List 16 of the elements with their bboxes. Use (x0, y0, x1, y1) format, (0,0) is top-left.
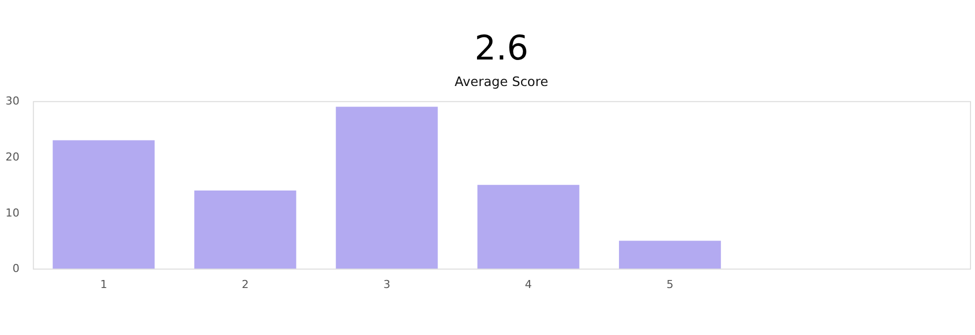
x-tick-label: 5 (666, 278, 674, 292)
x-tick-label: 3 (383, 278, 390, 292)
bar (336, 106, 438, 269)
x-tick-label: 4 (524, 278, 532, 292)
bar (477, 184, 580, 269)
y-tick-label: 0 (12, 262, 20, 276)
y-tick-label: 30 (6, 94, 20, 108)
y-tick-label: 10 (6, 206, 20, 220)
chart-subtitle: Average Score (454, 75, 548, 90)
chart-title: 2.6 (474, 28, 528, 68)
x-tick-label: 1 (100, 278, 108, 292)
bar (618, 240, 721, 269)
x-tick-label: 2 (242, 278, 249, 292)
y-tick-label: 20 (6, 150, 20, 164)
bar (194, 190, 296, 269)
bar (52, 140, 155, 269)
